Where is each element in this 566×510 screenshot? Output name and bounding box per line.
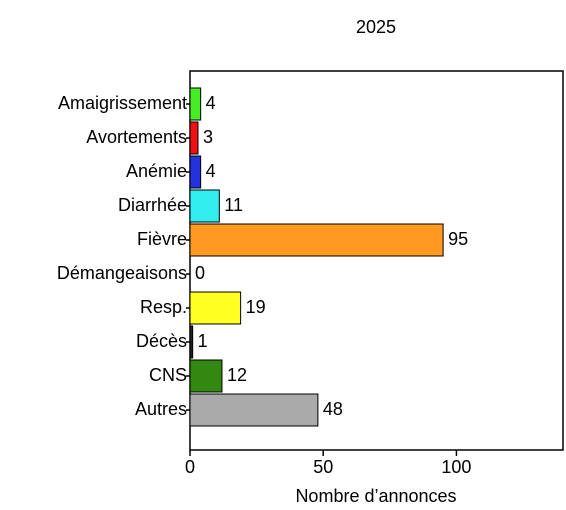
bar (189, 359, 223, 393)
value-label: 0 (195, 263, 205, 283)
bar (189, 121, 199, 155)
value-label: 19 (246, 297, 266, 317)
y-tick-label: Décès (136, 331, 187, 351)
bar (189, 325, 194, 359)
y-tick-label: Autres (135, 399, 187, 419)
y-tick-label: Démangeaisons (57, 263, 187, 283)
bar (189, 87, 202, 121)
x-tick-label: 100 (441, 457, 471, 477)
y-tick-label: Diarrhée (118, 195, 187, 215)
y-tick-label: Resp. (140, 297, 187, 317)
y-tick-label: CNS (149, 365, 187, 385)
bar (189, 393, 319, 427)
bar (189, 223, 444, 257)
x-axis-label: Nombre d’annonces (295, 486, 456, 506)
y-tick-label: Avortements (86, 127, 187, 147)
value-label: 1 (198, 331, 208, 351)
y-tick-label: Fièvre (137, 229, 187, 249)
y-tick-label: Amaigrissement (58, 93, 187, 113)
value-label: 12 (227, 365, 247, 385)
chart-title: 2025 (356, 17, 396, 37)
x-tick-label: 50 (313, 457, 333, 477)
bar (189, 189, 220, 223)
value-label: 3 (203, 127, 213, 147)
bar (189, 155, 202, 189)
value-label: 11 (224, 195, 243, 215)
bar (189, 291, 242, 325)
x-tick-label: 0 (185, 457, 195, 477)
value-label: 4 (206, 93, 216, 113)
y-tick-label: Anémie (126, 161, 187, 181)
value-label: 95 (448, 229, 468, 249)
value-label: 4 (206, 161, 216, 181)
value-label: 48 (323, 399, 343, 419)
plot-frame (189, 70, 564, 451)
